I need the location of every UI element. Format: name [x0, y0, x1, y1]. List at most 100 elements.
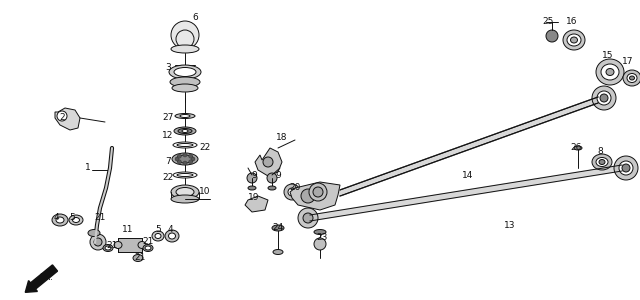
Ellipse shape — [272, 225, 284, 231]
Ellipse shape — [72, 218, 79, 223]
Text: 9: 9 — [275, 170, 281, 179]
Ellipse shape — [52, 214, 68, 226]
Text: 3: 3 — [165, 64, 171, 73]
Text: 21: 21 — [134, 254, 146, 262]
Ellipse shape — [180, 115, 190, 118]
Text: 21: 21 — [106, 241, 118, 250]
Ellipse shape — [175, 113, 195, 119]
Polygon shape — [340, 97, 598, 196]
Circle shape — [546, 30, 558, 42]
Polygon shape — [255, 148, 282, 176]
Ellipse shape — [178, 128, 192, 134]
Ellipse shape — [174, 127, 196, 135]
Ellipse shape — [173, 142, 197, 148]
Ellipse shape — [574, 146, 582, 150]
Text: 4: 4 — [53, 214, 59, 223]
Ellipse shape — [171, 195, 199, 203]
Circle shape — [309, 183, 327, 201]
Circle shape — [298, 208, 318, 228]
Circle shape — [301, 189, 315, 203]
Ellipse shape — [145, 246, 151, 250]
Ellipse shape — [168, 233, 175, 239]
Ellipse shape — [627, 74, 637, 82]
Circle shape — [177, 160, 181, 164]
Text: FR.: FR. — [39, 274, 53, 283]
Ellipse shape — [592, 154, 612, 170]
Circle shape — [183, 161, 187, 165]
Circle shape — [314, 238, 326, 250]
Circle shape — [191, 157, 195, 161]
Circle shape — [90, 234, 106, 250]
Ellipse shape — [177, 143, 193, 146]
Circle shape — [189, 160, 193, 164]
Text: 5: 5 — [69, 214, 75, 223]
Text: 2: 2 — [59, 113, 65, 122]
Text: 9: 9 — [251, 170, 257, 179]
Ellipse shape — [103, 244, 113, 251]
Text: 5: 5 — [155, 226, 161, 235]
Ellipse shape — [176, 188, 194, 196]
Ellipse shape — [114, 242, 122, 248]
Text: 27: 27 — [163, 113, 173, 122]
Circle shape — [619, 161, 633, 175]
Ellipse shape — [174, 68, 196, 76]
Ellipse shape — [171, 185, 199, 199]
Ellipse shape — [165, 230, 179, 242]
Ellipse shape — [630, 76, 634, 80]
Ellipse shape — [69, 215, 83, 225]
Ellipse shape — [56, 217, 64, 223]
Ellipse shape — [268, 186, 276, 190]
Circle shape — [267, 173, 277, 183]
Ellipse shape — [173, 172, 197, 178]
Text: 8: 8 — [597, 148, 603, 157]
Circle shape — [171, 21, 199, 49]
Text: 26: 26 — [570, 143, 582, 152]
Ellipse shape — [105, 246, 111, 250]
Text: 25: 25 — [542, 17, 554, 26]
Text: 22: 22 — [200, 143, 211, 152]
Ellipse shape — [563, 30, 585, 50]
Circle shape — [177, 154, 181, 158]
Text: 7: 7 — [165, 158, 171, 166]
Text: 17: 17 — [622, 58, 634, 67]
Ellipse shape — [133, 254, 143, 262]
Text: 21: 21 — [142, 238, 154, 247]
Circle shape — [57, 111, 67, 121]
Ellipse shape — [273, 250, 283, 254]
Text: 6: 6 — [192, 14, 198, 22]
Ellipse shape — [176, 155, 194, 163]
Ellipse shape — [570, 37, 577, 43]
Text: 13: 13 — [504, 220, 516, 230]
FancyArrow shape — [25, 265, 58, 292]
Circle shape — [263, 157, 273, 167]
Circle shape — [288, 188, 296, 196]
Circle shape — [313, 187, 323, 197]
Text: 16: 16 — [566, 17, 578, 26]
Circle shape — [614, 156, 638, 180]
Text: 19: 19 — [248, 194, 260, 202]
Ellipse shape — [172, 84, 198, 92]
Text: 1: 1 — [85, 164, 91, 172]
Ellipse shape — [169, 65, 201, 79]
Ellipse shape — [171, 45, 199, 53]
Text: 10: 10 — [199, 188, 211, 196]
Circle shape — [303, 213, 313, 223]
Circle shape — [94, 238, 102, 246]
Text: 22: 22 — [163, 172, 173, 182]
Polygon shape — [118, 238, 142, 252]
Ellipse shape — [138, 242, 146, 248]
Text: 12: 12 — [163, 130, 173, 140]
Ellipse shape — [182, 130, 188, 133]
Circle shape — [592, 86, 616, 110]
Text: 23: 23 — [316, 233, 328, 242]
Text: 11: 11 — [122, 226, 134, 235]
Circle shape — [176, 30, 194, 48]
Polygon shape — [245, 196, 268, 212]
Ellipse shape — [177, 173, 193, 176]
Circle shape — [600, 94, 608, 102]
Circle shape — [284, 184, 300, 200]
Circle shape — [183, 153, 187, 157]
Text: 4: 4 — [167, 226, 173, 235]
Ellipse shape — [601, 64, 619, 80]
Ellipse shape — [172, 153, 198, 165]
